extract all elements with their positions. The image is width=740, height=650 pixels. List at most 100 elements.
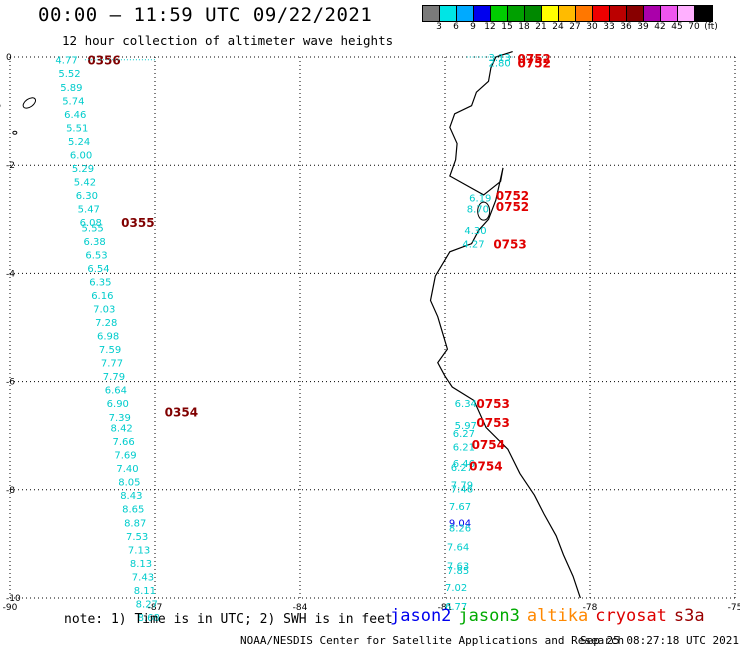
color-swatch [542, 6, 559, 21]
color-swatch [593, 6, 610, 21]
pass-time-label: 0752 [496, 200, 529, 214]
lon-tick-label: -78 [583, 603, 598, 613]
lat-tick-label: -2 [6, 161, 15, 171]
color-scale-tick: 33 [603, 22, 615, 32]
color-swatch [627, 6, 644, 21]
coastline [429, 51, 581, 599]
color-swatch [644, 6, 661, 21]
color-scale-tick: 9 [470, 22, 476, 32]
color-swatch [440, 6, 457, 21]
wave-height-label: 6.46 [453, 459, 475, 470]
pass-time-label: 0753 [476, 397, 509, 411]
mission-legend-item: altika [526, 606, 589, 626]
wave-height-label: 6.54 [87, 264, 109, 275]
mission-legend-item: s3a [673, 606, 705, 626]
wave-height-label: 9.04 [449, 518, 471, 529]
pass-time-label: 0752 [518, 56, 551, 70]
wave-height-label: 6.53 [85, 250, 107, 261]
color-swatch [695, 6, 712, 21]
pass-time-label: 0752 [518, 52, 551, 66]
pass-time-label: 0753 [476, 416, 509, 430]
lon-tick-label: -84 [293, 603, 308, 613]
color-scale-tick: 39 [637, 22, 649, 32]
wave-height-label: 5.24 [68, 137, 90, 148]
wave-height-label: 8.70 [467, 204, 489, 215]
wave-height-label: 5.29 [72, 164, 94, 175]
color-scale-tick: 6 [453, 22, 459, 32]
wave-height-label: 5.42 [74, 177, 96, 188]
page-title: 00:00 — 11:59 UTC 09/22/2021 [38, 4, 373, 26]
lat-tick-label: -4 [6, 269, 15, 279]
wave-height-label: 7.67 [449, 502, 471, 513]
wave-height-label: 7.85 [447, 566, 469, 577]
wave-height-label: 6.38 [83, 237, 105, 248]
wave-height-label: 8.65 [122, 505, 144, 516]
pass-time-label: 0356 [87, 54, 120, 68]
wave-height-label: 6.98 [97, 332, 119, 343]
wave-height-label: 8.43 [120, 491, 142, 502]
wave-height-label: 8.68 [138, 613, 160, 624]
pass-time-label: 0754 [472, 438, 505, 452]
color-swatch [457, 6, 474, 21]
wave-height-label: 7.43 [132, 572, 154, 583]
mission-legend-item: jason3 [458, 606, 520, 626]
pass-time-label: 0355 [121, 216, 154, 230]
mission-legend: jason2 jason3 altika cryosat s3a [390, 606, 712, 626]
color-swatch [678, 6, 695, 21]
footer-timestamp: Sep 25 08:27:18 UTC 2021 [580, 634, 739, 647]
wave-height-label: 6.00 [70, 150, 92, 161]
wave-height-label: 6.30 [76, 191, 98, 202]
wave-height-label: 7.63 [447, 562, 469, 573]
color-scale-tick: 21 [535, 22, 547, 32]
color-swatch [610, 6, 627, 21]
color-scale-tick: 12 [484, 22, 496, 32]
lat-tick-label: -6 [6, 378, 15, 388]
wave-height-label: 7.39 [109, 413, 131, 424]
lon-tick-label: -87 [148, 603, 163, 613]
lat-tick-label: -8 [6, 486, 15, 496]
wave-height-label: 6.64 [105, 386, 127, 397]
wave-height-label: 2.80 [489, 58, 511, 69]
color-swatch [423, 6, 440, 21]
wave-height-label: 8.26 [449, 524, 471, 535]
page-subtitle: 12 hour collection of altimeter wave hei… [62, 33, 394, 48]
wave-height-label: 4.27 [462, 240, 484, 251]
color-scale-tick: 70 [688, 22, 700, 32]
color-scale-tick: 15 [501, 22, 513, 32]
island-outline [22, 97, 37, 109]
wave-height-label: 3.13 [489, 53, 511, 64]
color-scale-tick: 45 [671, 22, 683, 32]
color-scale-tick: 3 [436, 22, 442, 32]
wave-height-label: 7.28 [95, 318, 117, 329]
pass-time-label: 0354 [165, 405, 198, 419]
color-scale-bar [422, 5, 713, 22]
pass-time-label: 0753 [493, 238, 526, 252]
wave-height-label: 4.30 [464, 226, 486, 237]
wave-height-label: 6.21 [453, 443, 475, 454]
wave-height-label: 5.47 [78, 204, 100, 215]
wave-height-label: 7.53 [126, 532, 148, 543]
color-scale-tick: 18 [518, 22, 530, 32]
island-outline [477, 201, 491, 221]
wave-height-label: 8.13 [130, 559, 152, 570]
color-scale-tick: 30 [586, 22, 598, 32]
wave-height-label: 5.89 [60, 83, 82, 94]
lon-tick-label: -81 [438, 603, 453, 613]
wave-height-label: 7.77 [101, 359, 123, 370]
lon-tick-label: -90 [3, 603, 18, 613]
pass-time-label: 0754 [469, 459, 502, 473]
lon-tick-label: -75 [728, 603, 740, 613]
wave-height-label: 5.55 [82, 223, 104, 234]
wave-height-label: 8.42 [111, 424, 133, 435]
footer-source: NOAA/NESDIS Center for Satellite Applica… [240, 634, 625, 647]
wave-height-label: 5.51 [66, 123, 88, 134]
mission-legend-item: jason2 [390, 606, 452, 626]
wave-height-label: 6.77 [445, 602, 467, 613]
wave-height-label: 5.97 [455, 421, 477, 432]
color-swatch [491, 6, 508, 21]
island-outline [12, 130, 18, 135]
wave-height-label: 6.90 [107, 399, 129, 410]
wave-height-label: 5.74 [62, 96, 84, 107]
wave-height-label: 7.03 [93, 305, 115, 316]
